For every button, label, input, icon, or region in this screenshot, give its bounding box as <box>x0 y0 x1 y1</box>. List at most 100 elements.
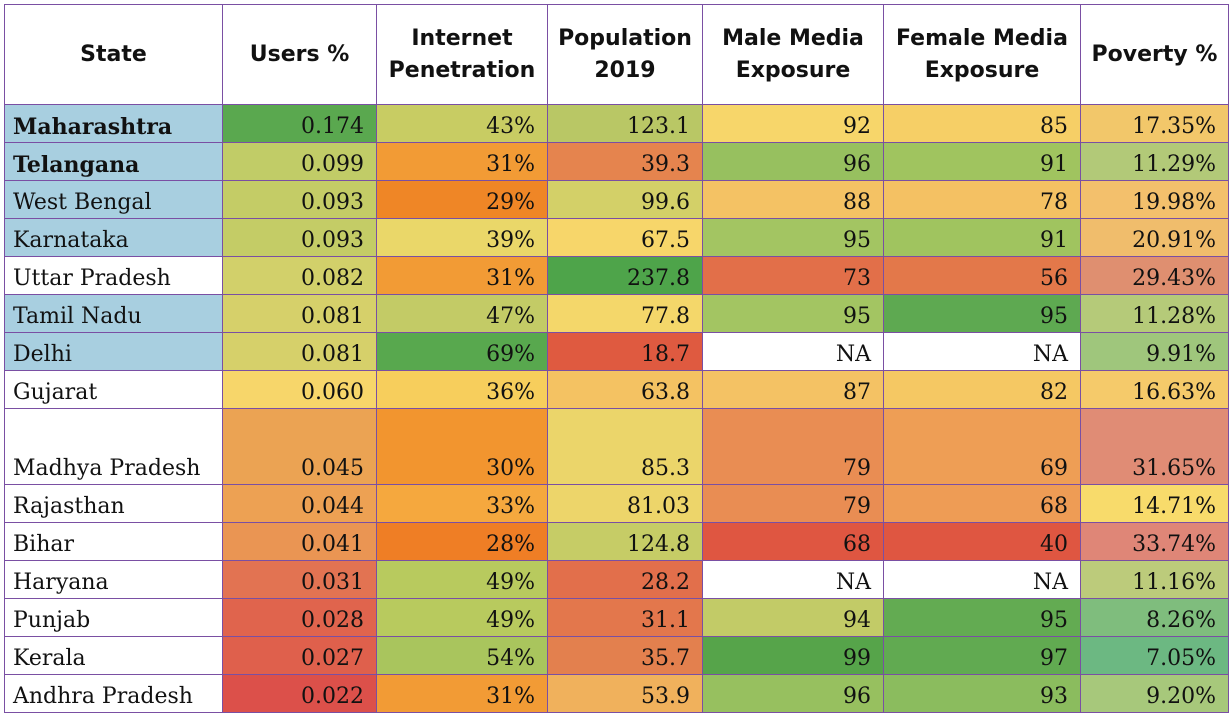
cell-female-media: 95 <box>883 294 1081 333</box>
cell-users: 0.022 <box>222 674 377 713</box>
cell-female-media: 91 <box>883 142 1081 181</box>
cell-users: 0.099 <box>222 142 377 181</box>
cell-male-media: 79 <box>702 408 884 485</box>
cell-female-media: 93 <box>883 674 1081 713</box>
cell-female-media: 82 <box>883 370 1081 409</box>
header-row: State Users % Internet Penetration Popul… <box>4 4 1229 105</box>
cell-users: 0.027 <box>222 636 377 675</box>
table-row: Rajasthan 0.044 33% 81.03 79 68 14.71% <box>4 484 1229 523</box>
cell-population: 123.1 <box>547 104 703 143</box>
cell-population: 31.1 <box>547 598 703 637</box>
cell-female-media: 97 <box>883 636 1081 675</box>
cell-male-media: 87 <box>702 370 884 409</box>
cell-male-media: 96 <box>702 142 884 181</box>
cell-population: 67.5 <box>547 218 703 257</box>
header-internet: Internet Penetration <box>376 4 548 105</box>
cell-population: 35.7 <box>547 636 703 675</box>
cell-state: Uttar Pradesh <box>4 256 223 295</box>
cell-poverty: 29.43% <box>1080 256 1229 295</box>
table-row: Maharashtra 0.174 43% 123.1 92 85 17.35% <box>4 104 1229 143</box>
table-row: Delhi 0.081 69% 18.7 NA NA 9.91% <box>4 332 1229 371</box>
cell-state: Tamil Nadu <box>4 294 223 333</box>
cell-female-media: 40 <box>883 522 1081 561</box>
cell-population: 81.03 <box>547 484 703 523</box>
cell-male-media: 94 <box>702 598 884 637</box>
cell-male-media: 99 <box>702 636 884 675</box>
cell-population: 39.3 <box>547 142 703 181</box>
cell-internet: 31% <box>376 256 548 295</box>
cell-female-media: 78 <box>883 180 1081 219</box>
cell-female-media: NA <box>883 332 1081 371</box>
table-row: Tamil Nadu 0.081 47% 77.8 95 95 11.28% <box>4 294 1229 333</box>
cell-users: 0.045 <box>222 408 377 485</box>
cell-internet: 36% <box>376 370 548 409</box>
cell-state: Madhya Pradesh <box>4 408 223 485</box>
cell-state: Bihar <box>4 522 223 561</box>
table-row: Gujarat 0.060 36% 63.8 87 82 16.63% <box>4 370 1229 409</box>
cell-female-media: 91 <box>883 218 1081 257</box>
cell-population: 28.2 <box>547 560 703 599</box>
cell-male-media: 73 <box>702 256 884 295</box>
cell-state: Punjab <box>4 598 223 637</box>
cell-male-media: 88 <box>702 180 884 219</box>
cell-users: 0.028 <box>222 598 377 637</box>
header-male-media: Male Media Exposure <box>702 4 884 105</box>
cell-poverty: 9.91% <box>1080 332 1229 371</box>
cell-population: 53.9 <box>547 674 703 713</box>
cell-poverty: 16.63% <box>1080 370 1229 409</box>
cell-male-media: 95 <box>702 294 884 333</box>
cell-male-media: NA <box>702 560 884 599</box>
cell-internet: 29% <box>376 180 548 219</box>
header-users: Users % <box>222 4 377 105</box>
table-row: Kerala 0.027 54% 35.7 99 97 7.05% <box>4 636 1229 675</box>
cell-internet: 31% <box>376 674 548 713</box>
header-state: State <box>4 4 223 105</box>
cell-state: Kerala <box>4 636 223 675</box>
cell-female-media: NA <box>883 560 1081 599</box>
cell-poverty: 11.29% <box>1080 142 1229 181</box>
table-row: Punjab 0.028 49% 31.1 94 95 8.26% <box>4 598 1229 637</box>
header-female-media: Female Media Exposure <box>883 4 1081 105</box>
cell-female-media: 68 <box>883 484 1081 523</box>
cell-state: Gujarat <box>4 370 223 409</box>
cell-male-media: 79 <box>702 484 884 523</box>
cell-poverty: 11.28% <box>1080 294 1229 333</box>
cell-state: Rajasthan <box>4 484 223 523</box>
cell-poverty: 19.98% <box>1080 180 1229 219</box>
cell-male-media: NA <box>702 332 884 371</box>
header-poverty: Poverty % <box>1080 4 1229 105</box>
cell-internet: 54% <box>376 636 548 675</box>
cell-female-media: 85 <box>883 104 1081 143</box>
cell-population: 124.8 <box>547 522 703 561</box>
cell-population: 77.8 <box>547 294 703 333</box>
cell-users: 0.174 <box>222 104 377 143</box>
cell-male-media: 96 <box>702 674 884 713</box>
cell-users: 0.041 <box>222 522 377 561</box>
cell-poverty: 20.91% <box>1080 218 1229 257</box>
cell-users: 0.093 <box>222 180 377 219</box>
cell-users: 0.044 <box>222 484 377 523</box>
cell-poverty: 14.71% <box>1080 484 1229 523</box>
cell-state: Maharashtra <box>4 104 223 143</box>
table-row: Andhra Pradesh 0.022 31% 53.9 96 93 9.20% <box>4 674 1229 713</box>
cell-internet: 31% <box>376 142 548 181</box>
cell-poverty: 7.05% <box>1080 636 1229 675</box>
cell-population: 85.3 <box>547 408 703 485</box>
table-row: West Bengal 0.093 29% 99.6 88 78 19.98% <box>4 180 1229 219</box>
cell-population: 63.8 <box>547 370 703 409</box>
cell-internet: 30% <box>376 408 548 485</box>
cell-male-media: 95 <box>702 218 884 257</box>
cell-internet: 49% <box>376 560 548 599</box>
cell-users: 0.031 <box>222 560 377 599</box>
cell-internet: 33% <box>376 484 548 523</box>
header-population: Population 2019 <box>547 4 703 105</box>
cell-internet: 43% <box>376 104 548 143</box>
table-row: Karnataka 0.093 39% 67.5 95 91 20.91% <box>4 218 1229 257</box>
cell-internet: 69% <box>376 332 548 371</box>
cell-female-media: 69 <box>883 408 1081 485</box>
cell-state: Telangana <box>4 142 223 181</box>
cell-state: Haryana <box>4 560 223 599</box>
state-stats-table: State Users % Internet Penetration Popul… <box>4 4 1229 713</box>
cell-poverty: 31.65% <box>1080 408 1229 485</box>
cell-male-media: 92 <box>702 104 884 143</box>
